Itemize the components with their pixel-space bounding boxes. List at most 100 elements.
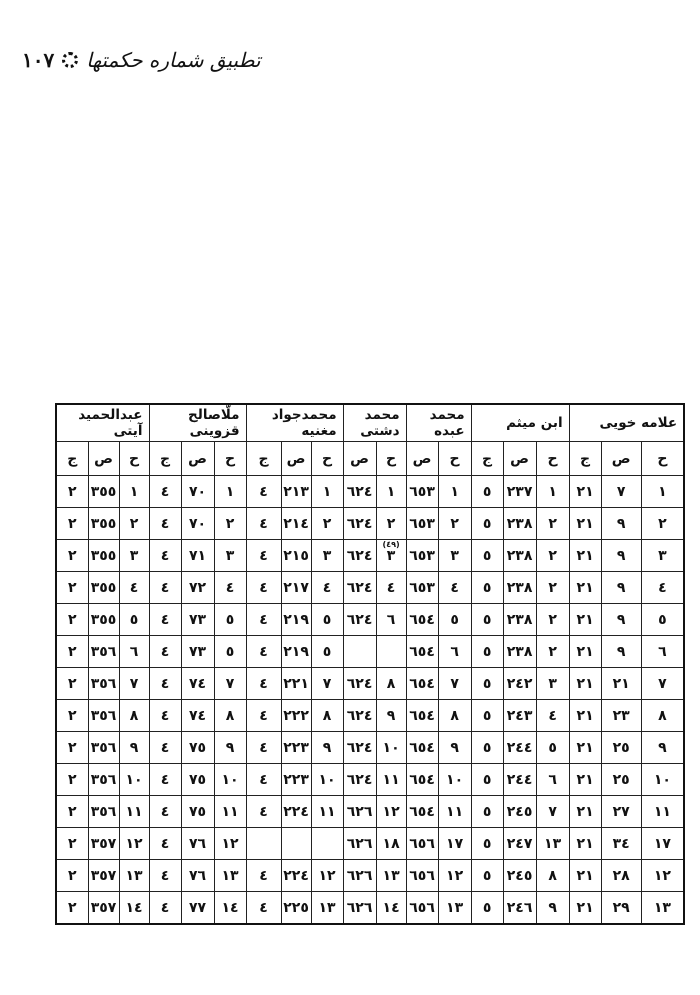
table-cell: ٢ (55, 635, 89, 668)
table-cell: ٢ (535, 507, 570, 540)
table-cell: ٢٢٥ (280, 891, 312, 925)
table-cell: ٥ (470, 475, 504, 508)
table-cell: ٦٥٦ (405, 891, 439, 925)
table-cell: ٥ (118, 603, 150, 636)
cell-value: ٦ (386, 611, 396, 628)
cell-value: ٢٢٥ (283, 899, 309, 916)
table-cell: ٩ (118, 731, 150, 764)
cell-value: ٢٣٨ (506, 643, 533, 660)
table-cell: ٢٤٣ (502, 699, 537, 732)
table-cell: ٩ (600, 507, 642, 540)
table-cell: ٦٢٦ (342, 795, 377, 828)
table-cell: ٤ (437, 571, 472, 604)
table-cell: ٦٢٤ (342, 731, 377, 764)
table-cell: ٧ (213, 667, 247, 700)
cell-value: ٢٧ (612, 803, 630, 820)
cell-value: ٢ (67, 515, 77, 532)
table-cell: ١٢ (640, 859, 685, 892)
cell-value: ٩ (548, 899, 557, 916)
cell-value: ٥ (482, 675, 492, 692)
cell-value: ٤ (386, 579, 396, 596)
cell-value: ٢١ (576, 643, 594, 660)
table-cell: ٣ (437, 539, 472, 572)
table-cell: ٣٥٦ (87, 795, 120, 828)
cell-value: ٤ (160, 515, 170, 532)
table-cell: ١٣ (437, 891, 472, 925)
table-cell: ٢١ (600, 667, 642, 700)
cell-value: ٧٣ (189, 611, 207, 628)
table-cell: ٢٢٤ (280, 795, 312, 828)
table-row: ٨ ٢٣ ٢١ ٤ ٢٤٣ ٥ ٨ ٦٥٤ ٩ ٦٢٤ ٨ ٢٢٢ ٤ ٨ ٧٤ ٤ ٨ ٣٥٦ ٢ (55, 699, 685, 732)
table-cell: ٧٤ (180, 667, 215, 700)
cell-value: ٢١ (576, 707, 594, 724)
cell-value: ١٧ (446, 835, 464, 852)
table-cell: ٢٣٨ (502, 507, 537, 540)
cell-value: ٩ (129, 739, 139, 756)
table-cell (310, 827, 344, 860)
cell-value: ٣٥٦ (90, 707, 117, 724)
cell-value: ٣٥٦ (90, 803, 117, 820)
cell-value: ٥ (482, 899, 492, 916)
table-cell (245, 827, 282, 860)
cell-value: ٢ (67, 611, 77, 628)
table-cell: ٦ (118, 635, 150, 668)
table-cell: ٤ (148, 763, 182, 796)
table-cell: ٦٢٦ (342, 891, 377, 925)
cell-value: ١ (548, 483, 557, 500)
cell-value: ١٤ (221, 899, 239, 916)
table-cell: ٨ (535, 859, 570, 892)
cell-value: ٣٥٦ (90, 643, 117, 660)
table-cell: ٥ (640, 603, 685, 636)
cell-value: ٢١ (576, 771, 594, 788)
sub-header: ح (213, 441, 247, 476)
cell-value: ٢١ (576, 867, 594, 884)
cell-value: ٣ (548, 675, 557, 692)
table-cell: ٨ (310, 699, 344, 732)
table-cell: ٨ (118, 699, 150, 732)
table-cell: ٤ (245, 891, 282, 925)
group-header: محمد دشتی (342, 403, 407, 442)
cell-value: ٢٤٣ (506, 707, 533, 724)
cell-value: ٤ (160, 803, 170, 820)
table-cell: ٢١ (568, 571, 602, 604)
table-cell: ٧٥ (180, 731, 215, 764)
sub-header: ص (600, 441, 642, 476)
cell-value: ١٠ (382, 739, 400, 756)
table-cell: ٢٢٤ (280, 859, 312, 892)
cell-value: ٦٢٦ (346, 867, 373, 884)
cell-value: ٣٥٥ (90, 579, 117, 596)
table-cell: ٩ (600, 635, 642, 668)
table-cell: ٤ (118, 571, 150, 604)
cell-value: ١٣ (125, 867, 143, 884)
cell-value: ١٢ (125, 835, 143, 852)
cell-value: ٣ (225, 547, 235, 564)
cell-value: ٣٥٦ (90, 739, 117, 756)
cell-value: ٤ (160, 739, 170, 756)
cell-value: ٧٥ (189, 771, 207, 788)
cell-value: ٢٣٨ (506, 579, 533, 596)
table-cell: ٢٢٢ (280, 699, 312, 732)
cell-value: ١٣ (382, 867, 400, 884)
table-row: ٩ ٢٥ ٢١ ٥ ٢٤٤ ٥ ٩ ٦٥٤ ١٠ ٦٢٤ ٩ ٢٢٣ ٤ ٩ ٧٥ ٤ ٩ ٣٥٦ ٢ (55, 731, 685, 764)
cell-value: ٢١ (576, 739, 594, 756)
cell-value: ٢٢٤ (283, 803, 309, 820)
table-cell: ٤ (245, 731, 282, 764)
cell-value: ٢٢٣ (283, 771, 309, 788)
footnote-ref: (٤٩) (382, 540, 400, 549)
cell-value: ٣٤ (612, 835, 630, 852)
table-cell: ٢٢٣ (280, 731, 312, 764)
cell-value: ٢ (67, 675, 77, 692)
table-cell: ٥ (213, 603, 247, 636)
cell-value: ٢ (450, 515, 459, 532)
cell-value: ٧ (225, 675, 235, 692)
table-cell: ٣ (640, 539, 685, 572)
table-cell: ١ (535, 475, 570, 508)
table-cell: ٤ (245, 699, 282, 732)
table-row: ٥ ٩ ٢١ ٢ ٢٣٨ ٥ ٥ ٦٥٤ ٦ ٦٢٤ ٥ ٢١٩ ٤ ٥ ٧٣ ٤ ٥ ٣٥٥ ٢ (55, 603, 685, 636)
table-cell: ٩ (310, 731, 344, 764)
table-cell: ٢١ (568, 475, 602, 508)
table-cell: ٤ (375, 571, 407, 604)
cell-value: ٩ (616, 611, 626, 628)
cell-value: ٢ (225, 515, 235, 532)
